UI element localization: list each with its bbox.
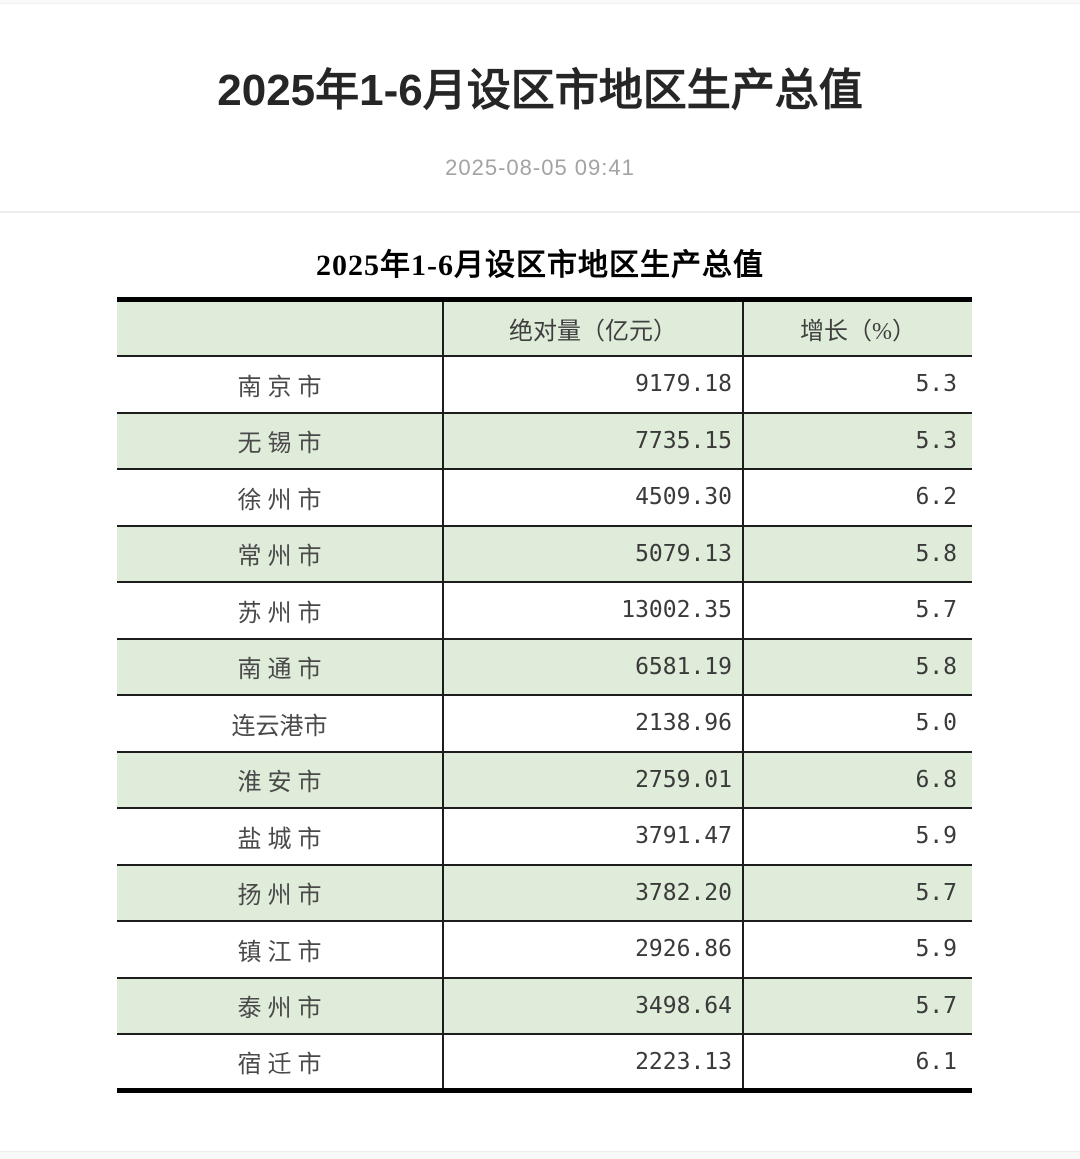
growth-cell: 5.3 <box>742 355 972 414</box>
absolute-value-cell: 2759.01 <box>442 750 744 810</box>
table-row: 连云港市 2138.96 5.0 <box>117 694 972 753</box>
growth-cell: 5.7 <box>742 863 972 923</box>
table-header-row: 绝对量（亿元） 增长（%） <box>117 298 972 358</box>
growth-cell: 5.8 <box>742 637 972 697</box>
table-body: 南 京 市 9179.18 5.3 无 锡 市 7735.15 5.3 徐 州 市 4509.… <box>117 355 972 1092</box>
growth-cell: 5.9 <box>742 807 972 866</box>
growth-cell: 6.1 <box>742 1033 972 1092</box>
absolute-value-cell: 7735.15 <box>442 411 744 471</box>
absolute-value-cell: 2926.86 <box>442 920 744 979</box>
city-name-cell: 盐 城 市 <box>117 807 444 866</box>
absolute-value-cell: 2138.96 <box>442 694 744 753</box>
city-name-cell: 镇 江 市 <box>117 920 444 979</box>
gdp-table: 绝对量（亿元） 增长（%） 南 京 市 9179.18 5.3 无 锡 市 7735.1… <box>117 297 972 1094</box>
table-row: 盐 城 市 3791.47 5.9 <box>117 807 972 866</box>
growth-cell: 5.7 <box>742 976 972 1036</box>
table-container: 绝对量（亿元） 增长（%） 南 京 市 9179.18 5.3 无 锡 市 7735.1… <box>117 297 972 1094</box>
city-name-cell: 宿 迁 市 <box>117 1033 444 1092</box>
growth-cell: 5.7 <box>742 581 972 640</box>
absolute-value-cell: 5079.13 <box>442 524 744 584</box>
city-name-cell: 徐 州 市 <box>117 468 444 527</box>
table-row: 南 通 市 6581.19 5.8 <box>117 637 972 697</box>
city-name-cell: 无 锡 市 <box>117 411 444 471</box>
absolute-value-cell: 4509.30 <box>442 468 744 527</box>
article-header: 2025年1-6月设区市地区生产总值 2025-08-05 09:41 <box>0 62 1080 181</box>
city-name-cell: 常 州 市 <box>117 524 444 584</box>
table-row: 扬 州 市 3782.20 5.7 <box>117 863 972 923</box>
column-header-growth: 增长（%） <box>742 298 972 358</box>
table-row: 常 州 市 5079.13 5.8 <box>117 524 972 584</box>
growth-cell: 6.2 <box>742 468 972 527</box>
absolute-value-cell: 2223.13 <box>442 1033 744 1092</box>
absolute-value-cell: 3782.20 <box>442 863 744 923</box>
header-divider <box>0 211 1080 214</box>
table-row: 徐 州 市 4509.30 6.2 <box>117 468 972 527</box>
table-row: 淮 安 市 2759.01 6.8 <box>117 750 972 810</box>
page-title: 2025年1-6月设区市地区生产总值 <box>217 66 863 115</box>
growth-cell: 5.0 <box>742 694 972 753</box>
table-row: 南 京 市 9179.18 5.3 <box>117 355 972 414</box>
growth-cell: 5.3 <box>742 411 972 471</box>
table-row: 泰 州 市 3498.64 5.7 <box>117 976 972 1036</box>
absolute-value-cell: 9179.18 <box>442 355 744 414</box>
absolute-value-cell: 3791.47 <box>442 807 744 866</box>
table-row: 无 锡 市 7735.15 5.3 <box>117 411 972 471</box>
table-title: 2025年1-6月设区市地区生产总值 <box>316 249 764 283</box>
bottom-divider <box>0 1151 1080 1159</box>
absolute-value-cell: 3498.64 <box>442 976 744 1036</box>
growth-cell: 5.8 <box>742 524 972 584</box>
top-divider <box>0 0 1080 4</box>
city-name-cell: 苏 州 市 <box>117 581 444 640</box>
publish-timestamp: 2025-08-05 09:41 <box>445 155 635 181</box>
growth-cell: 5.9 <box>742 920 972 979</box>
city-name-cell: 泰 州 市 <box>117 976 444 1036</box>
city-name-cell: 连云港市 <box>117 694 444 753</box>
column-header-absolute-value: 绝对量（亿元） <box>442 298 744 358</box>
table-row: 镇 江 市 2926.86 5.9 <box>117 920 972 979</box>
table-row: 苏 州 市 13002.35 5.7 <box>117 581 972 640</box>
city-name-cell: 扬 州 市 <box>117 863 444 923</box>
absolute-value-cell: 6581.19 <box>442 637 744 697</box>
city-name-cell: 南 京 市 <box>117 355 444 414</box>
article-body: 2025年1-6月设区市地区生产总值 绝对量（亿元） 增长（%） 南 京 市 91… <box>0 240 1080 1094</box>
absolute-value-cell: 13002.35 <box>442 581 744 640</box>
city-name-cell: 淮 安 市 <box>117 750 444 810</box>
growth-cell: 6.8 <box>742 750 972 810</box>
city-name-cell: 南 通 市 <box>117 637 444 697</box>
table-row: 宿 迁 市 2223.13 6.1 <box>117 1033 972 1092</box>
column-header-city <box>117 298 444 358</box>
